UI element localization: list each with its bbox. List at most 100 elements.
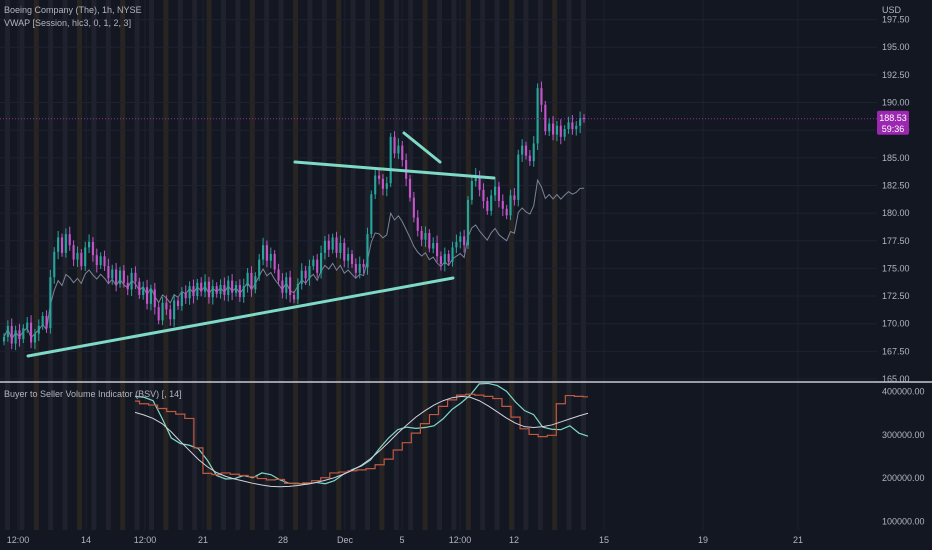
candle-body	[466, 199, 470, 246]
grid-lines	[0, 0, 877, 530]
candle-body	[258, 259, 261, 277]
time-axis[interactable]: 12:00 14 12:00 21 28 Dec 5 12:00 12 15 19 21	[7, 535, 803, 545]
candle-body	[428, 233, 431, 249]
session-stripe	[537, 0, 543, 530]
candle-body	[180, 292, 183, 307]
candle-body	[536, 88, 539, 144]
candle-body	[451, 247, 454, 262]
time-axis-tick: 21	[793, 535, 803, 545]
candle-body	[265, 245, 268, 261]
candle-body	[579, 118, 582, 126]
candle-body	[439, 256, 442, 264]
price-axis-tick: 182.50	[882, 180, 910, 190]
candle-body	[103, 256, 106, 267]
price-candles[interactable]	[2, 81, 586, 351]
candle-body	[6, 325, 9, 337]
candle-body	[22, 328, 25, 340]
candle-body	[45, 315, 48, 329]
candle-body	[327, 240, 330, 250]
candle-body	[532, 143, 535, 162]
candle-body	[366, 234, 369, 268]
candle-body	[68, 234, 71, 246]
candle-body	[575, 125, 578, 130]
session-stripe	[134, 0, 140, 530]
candle-body	[176, 300, 180, 307]
candle-body	[200, 282, 203, 292]
candle-body	[455, 241, 458, 248]
candle-body	[115, 269, 118, 284]
price-axis-tick: 197.50	[882, 15, 910, 25]
candle-body	[219, 285, 222, 294]
candle-body	[339, 242, 342, 253]
session-stripe	[480, 0, 486, 530]
price-axis-tick: 167.50	[882, 346, 910, 356]
candle-body	[215, 286, 218, 294]
bsv-axis-tick: 300000.00	[882, 430, 925, 440]
candle-body	[146, 287, 149, 304]
candle-body	[234, 285, 238, 293]
candle-body	[350, 254, 354, 264]
candle-body	[76, 252, 79, 260]
candle-body	[420, 230, 423, 240]
session-stripe	[509, 0, 514, 530]
candle-body	[374, 175, 377, 195]
candle-body	[88, 241, 91, 248]
candle-body	[53, 251, 56, 278]
session-stripe	[451, 0, 457, 530]
candle-body	[80, 252, 83, 267]
candle-body	[211, 286, 214, 298]
candle-body	[18, 330, 21, 340]
candle-body	[320, 252, 323, 273]
price-axis-tick: 192.50	[882, 70, 910, 80]
candle-body	[107, 266, 110, 279]
bsv-sell-line	[135, 393, 588, 485]
time-axis-tick: 15	[599, 535, 609, 545]
candle-body	[196, 282, 199, 297]
bsv-axis-tick: 200000.00	[882, 473, 925, 483]
candle-body	[524, 145, 528, 156]
candle-body	[316, 259, 319, 273]
bsv-axis-tick: 400000.00	[882, 387, 925, 397]
candle-body	[447, 254, 450, 262]
session-stripe	[552, 0, 558, 530]
candle-body	[436, 242, 439, 257]
candle-body	[262, 245, 265, 260]
candle-body	[555, 125, 558, 135]
candle-body	[161, 302, 164, 321]
price-axis-tick: 195.00	[882, 42, 910, 52]
time-axis-tick: Dec	[337, 535, 354, 545]
session-stripe	[77, 0, 82, 530]
candle-body	[497, 186, 500, 201]
price-axis-tick: 177.50	[882, 236, 910, 246]
candle-body	[64, 234, 67, 253]
bsv-legend[interactable]: Buyer to Seller Volume Indicator (BSV) […	[4, 389, 182, 399]
trendline-support[interactable]	[26, 276, 455, 358]
price-axis-tick: 175.00	[882, 263, 910, 273]
candle-body	[412, 197, 415, 218]
candle-body	[72, 245, 75, 260]
symbol-legend[interactable]: Boeing Company (The), 1h, NYSE	[4, 5, 142, 15]
candle-body	[157, 307, 160, 321]
candle-body	[474, 175, 477, 182]
candle-body	[57, 237, 60, 252]
candle-body	[33, 333, 36, 343]
candle-body	[126, 282, 129, 290]
candle-body	[95, 255, 98, 266]
vwap-legend[interactable]: VWAP [Session, hlc3, 0, 1, 2, 3]	[4, 18, 132, 28]
price-axis-tick: 172.50	[882, 291, 910, 301]
candle-body	[331, 237, 334, 250]
session-stripe	[249, 0, 255, 530]
bsv-axis[interactable]: 400000.00 300000.00 200000.00 100000.00	[882, 387, 925, 527]
trendline-drawings[interactable]	[26, 131, 496, 358]
candle-body	[281, 280, 284, 293]
trendline-short[interactable]	[402, 131, 442, 164]
session-stripe	[48, 0, 54, 530]
trendline-resistance[interactable]	[293, 160, 496, 180]
session-stripe	[33, 0, 39, 530]
session-stripe	[566, 0, 572, 530]
candle-body	[285, 277, 288, 293]
candle-body	[459, 236, 462, 242]
candle-body	[91, 241, 94, 256]
session-stripe	[422, 0, 428, 530]
